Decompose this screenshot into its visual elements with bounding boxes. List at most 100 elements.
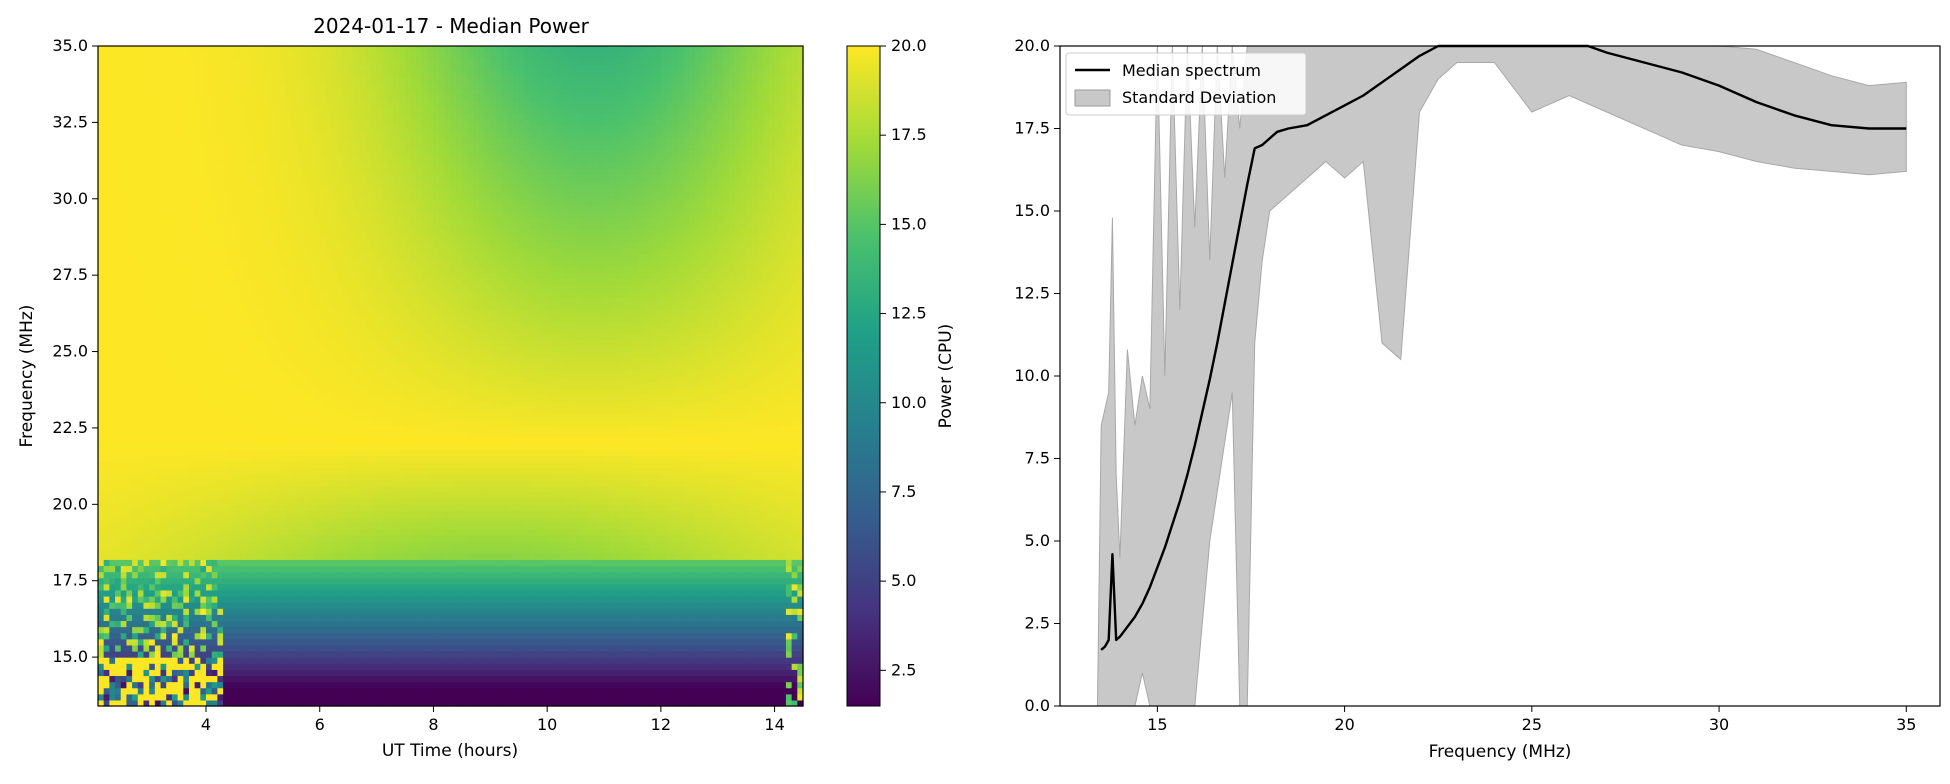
heatmap-cell <box>336 608 344 615</box>
heatmap-cell <box>171 461 179 469</box>
heatmap-cell <box>154 559 162 567</box>
heatmap-cell <box>200 198 207 206</box>
heatmap-cell <box>137 467 145 475</box>
heatmap-cell <box>274 699 281 707</box>
heatmap-cell <box>274 504 281 512</box>
heatmap-cell <box>217 113 224 120</box>
heatmap-cell <box>177 186 184 194</box>
heatmap-cell <box>245 156 253 163</box>
heatmap-cell <box>98 107 105 114</box>
heatmap-cell <box>279 602 287 609</box>
heatmap-cell <box>279 58 287 65</box>
heatmap-cell <box>126 82 133 90</box>
heatmap-cell <box>188 400 196 408</box>
heatmap-cell <box>228 162 236 169</box>
heatmap-cell <box>308 284 315 292</box>
heatmap-cell <box>137 333 145 340</box>
heatmap-cell <box>149 443 156 450</box>
heatmap-cell <box>137 272 145 279</box>
heatmap-cell <box>223 614 230 622</box>
heatmap-cell <box>126 101 133 108</box>
heatmap-cell <box>274 638 281 646</box>
heatmap-cell <box>149 620 156 628</box>
heatmap-cell <box>206 424 213 432</box>
heatmap-cell <box>126 541 133 548</box>
heatmap-cell <box>302 156 309 163</box>
heatmap-cell <box>336 657 344 664</box>
heatmap-cell <box>206 296 213 304</box>
heatmap-cell <box>251 583 258 591</box>
heatmap-cell <box>109 149 116 157</box>
heatmap-cell <box>234 58 241 65</box>
heatmap-cell <box>308 486 315 493</box>
heatmap-cell <box>166 223 173 230</box>
heatmap-cell <box>319 119 327 127</box>
heatmap-cell <box>171 534 179 542</box>
heatmap-cell <box>177 143 184 151</box>
heatmap-cell <box>183 559 190 567</box>
heatmap-cell <box>120 663 128 670</box>
heatmap-cell <box>348 431 355 438</box>
heatmap-cell <box>98 253 105 261</box>
heatmap-cell <box>115 449 122 457</box>
heatmap-cell <box>126 528 133 536</box>
heatmap-cell <box>103 156 110 163</box>
heatmap-cell <box>319 174 327 182</box>
heatmap-cell <box>217 443 224 450</box>
heatmap-cell <box>342 669 349 677</box>
heatmap-cell <box>308 492 315 499</box>
heatmap-cell <box>262 113 270 120</box>
heatmap-cell <box>188 192 196 200</box>
heatmap-cell <box>183 321 190 328</box>
heatmap-cell <box>183 632 190 640</box>
heatmap-cell <box>319 651 327 658</box>
heatmap-cell <box>194 473 201 481</box>
heatmap-cell <box>177 522 184 530</box>
heatmap-cell <box>194 516 201 524</box>
heatmap-cell <box>194 143 201 151</box>
heatmap-cell <box>149 327 156 334</box>
heatmap-cell <box>109 528 116 536</box>
heatmap-cell <box>348 577 355 585</box>
heatmap-cell <box>296 369 304 377</box>
heatmap-cell <box>342 259 349 267</box>
heatmap-cell <box>217 596 224 603</box>
heatmap-cell <box>240 437 247 444</box>
heatmap-cell <box>154 229 162 237</box>
heatmap-cell <box>120 272 128 279</box>
heatmap-cell <box>353 644 361 652</box>
heatmap-cell <box>132 156 139 163</box>
heatmap-cell <box>120 394 128 402</box>
heatmap-cell <box>223 241 230 249</box>
heatmap-cell <box>206 479 213 487</box>
heatmap-cell <box>302 669 309 677</box>
heatmap-cell <box>353 382 361 389</box>
heatmap-cell <box>262 382 270 389</box>
heatmap-cell <box>132 534 139 542</box>
heatmap-cell <box>160 528 167 536</box>
heatmap-cell <box>240 259 247 267</box>
heatmap-cell <box>291 534 298 542</box>
heatmap-cell <box>308 143 315 151</box>
heatmap-cell <box>120 412 128 420</box>
heatmap-cell <box>217 52 224 59</box>
heatmap-cell <box>279 131 287 139</box>
heatmap-cell <box>314 479 321 487</box>
heatmap-cell <box>336 571 344 579</box>
heatmap-cell <box>240 88 247 96</box>
heatmap-cell <box>240 559 247 567</box>
heatmap-cell <box>183 651 190 658</box>
heatmap-cell <box>194 443 201 450</box>
heatmap-cell <box>240 211 247 218</box>
heatmap-cell <box>206 223 213 230</box>
heatmap-cell <box>257 620 264 628</box>
heatmap-cell <box>240 327 247 334</box>
heatmap-cell <box>257 418 264 426</box>
heatmap-cell <box>177 247 184 255</box>
heatmap-cell <box>120 687 128 695</box>
heatmap-cell <box>98 626 105 634</box>
heatmap-cell <box>234 302 241 310</box>
heatmap-cell <box>319 602 327 609</box>
heatmap-cell <box>251 565 258 573</box>
heatmap-cell <box>200 596 207 603</box>
